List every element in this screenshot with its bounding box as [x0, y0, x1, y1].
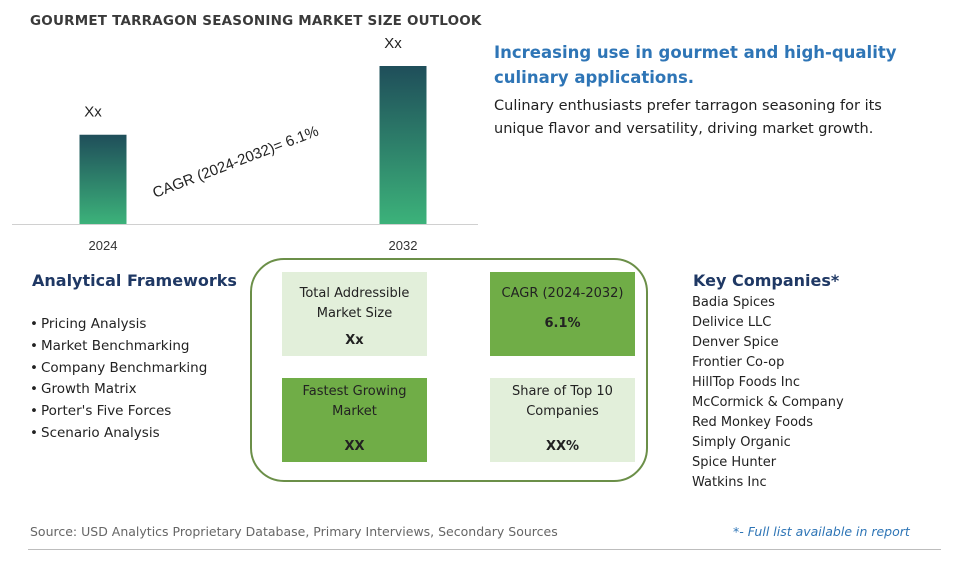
list-item: • Market Benchmarking — [30, 336, 207, 358]
list-item: Delivice LLC — [692, 315, 772, 330]
list-item: • Company Benchmarking — [30, 358, 207, 380]
highlight-description: Culinary enthusiasts prefer tarragon sea… — [494, 98, 882, 137]
list-item: Watkins Inc — [692, 475, 767, 490]
cagr-value: 6.1% — [544, 316, 581, 331]
fastest-growing-tile: Fastest Growing Market XX — [282, 378, 427, 462]
full-list-note: *- Full list available in report — [733, 524, 910, 539]
list-item: HillTop Foods Inc — [692, 375, 800, 390]
x-tick-label: 2024 — [89, 238, 118, 253]
bullet-icon: • — [30, 381, 38, 398]
bullet-icon: • — [30, 403, 38, 420]
list-item: • Porter's Five Forces — [30, 401, 207, 423]
list-item: • Scenario Analysis — [30, 423, 207, 445]
tam-tile: Total Addressible Market Size Xx — [282, 272, 427, 356]
data-label: Xx — [84, 104, 102, 121]
tam-label: Total Addressible Market Size — [299, 286, 410, 321]
list-item: McCormick & Company — [692, 395, 844, 410]
bar-2024 — [79, 134, 127, 224]
list-item: • Growth Matrix — [30, 379, 207, 401]
bar-2032 — [379, 66, 427, 224]
bullet-icon: • — [30, 316, 38, 332]
chart-title: GOURMET TARRAGON SEASONING MARKET SIZE O… — [30, 13, 482, 29]
x-tick-label: 2032 — [389, 238, 418, 253]
frameworks-list: • Pricing Analysis • Market Benchmarking •… — [30, 314, 207, 445]
list-item: Red Monkey Foods — [692, 415, 814, 430]
bullet-icon: • — [30, 337, 38, 354]
list-item: Simply Organic — [692, 435, 791, 450]
list-item: Spice Hunter — [692, 455, 777, 470]
source-note: Source: USD Analytics Proprietary Databa… — [30, 524, 558, 539]
list-item: Frontier Co-op — [692, 355, 785, 370]
top10-share-tile: Share of Top 10 Companies XX% — [490, 378, 635, 462]
cagr-tile: CAGR (2024-2032) 6.1% — [490, 272, 635, 356]
cagr-annotation: CAGR (2024-2032)= 6.1% — [150, 123, 321, 202]
tam-value: Xx — [345, 333, 364, 348]
market-size-chart: Xx 2024 Xx 2032 CAGR (2024-2032)= 6.1% — [12, 35, 478, 253]
bullet-icon: • — [30, 424, 38, 441]
companies-list: Badia Spices Delivice LLC Denver Spice F… — [692, 293, 844, 493]
cagr-label: CAGR (2024-2032) — [501, 286, 624, 301]
list-item: Denver Spice — [692, 335, 779, 350]
list-item: Badia Spices — [692, 295, 775, 310]
fastest-growing-label: Fastest Growing Market — [302, 384, 407, 419]
highlight-headline: Increasing use in gourmet and high-quali… — [494, 43, 897, 87]
data-label: Xx — [384, 35, 402, 52]
frameworks-heading: Analytical Frameworks — [32, 271, 237, 290]
top10-share-label: Share of Top 10 Companies — [512, 384, 613, 419]
fastest-growing-value: XX — [344, 439, 365, 454]
footer-divider — [28, 549, 941, 550]
metrics-frame — [250, 258, 648, 482]
top10-share-value: XX% — [545, 439, 580, 454]
bullet-icon: • — [30, 359, 38, 376]
companies-heading: Key Companies* — [693, 271, 840, 290]
list-item: • Pricing Analysis — [30, 314, 207, 336]
